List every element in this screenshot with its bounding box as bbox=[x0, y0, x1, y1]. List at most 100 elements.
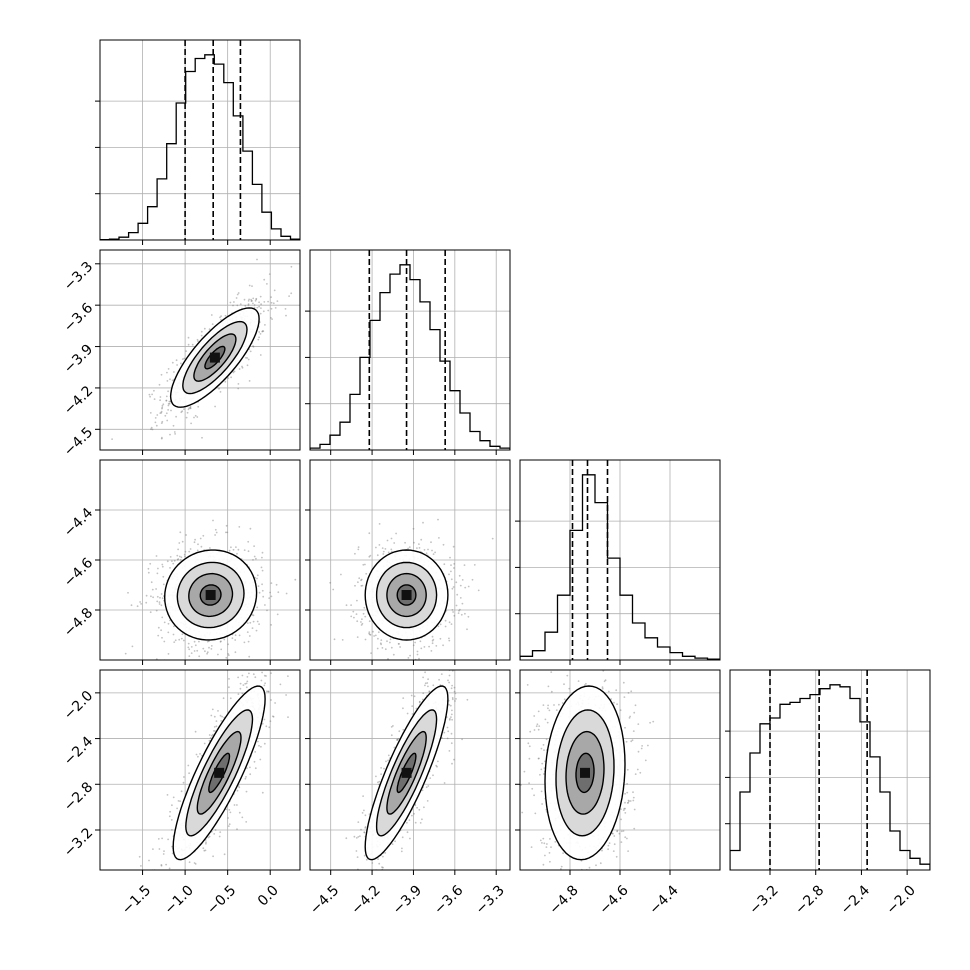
sample-point bbox=[176, 883, 178, 885]
sample-point bbox=[167, 402, 170, 405]
sample-point bbox=[461, 738, 463, 741]
sample-point bbox=[265, 675, 267, 677]
sample-point bbox=[279, 652, 281, 654]
sample-point bbox=[354, 584, 356, 587]
sample-point bbox=[418, 657, 420, 660]
sample-point bbox=[233, 804, 236, 806]
sample-point bbox=[483, 624, 485, 626]
sample-point bbox=[379, 642, 382, 645]
sample-point bbox=[623, 635, 625, 637]
sample-point bbox=[260, 745, 262, 748]
sample-point bbox=[172, 633, 175, 636]
sample-point bbox=[260, 566, 263, 569]
sample-point bbox=[460, 613, 463, 616]
sample-point bbox=[160, 437, 163, 440]
sample-point bbox=[343, 917, 345, 919]
sample-point bbox=[219, 714, 222, 717]
sample-point bbox=[186, 411, 189, 414]
sample-point bbox=[246, 364, 249, 367]
sample-point bbox=[191, 343, 194, 346]
sample-point bbox=[409, 654, 411, 657]
sample-point bbox=[181, 358, 184, 360]
sample-point bbox=[370, 652, 372, 654]
sample-point bbox=[263, 278, 266, 281]
sample-point bbox=[421, 698, 424, 701]
sample-point bbox=[451, 609, 454, 611]
sample-point bbox=[249, 350, 252, 353]
sample-point bbox=[385, 760, 387, 763]
sample-point bbox=[451, 698, 454, 701]
sample-point bbox=[466, 698, 469, 701]
sample-point bbox=[245, 790, 248, 793]
panel-frame bbox=[99, 39, 301, 241]
sample-point bbox=[344, 900, 346, 902]
sample-point bbox=[361, 618, 363, 621]
sample-point bbox=[169, 433, 171, 436]
sample-point bbox=[177, 548, 180, 551]
sample-point bbox=[333, 638, 336, 641]
sample-point bbox=[382, 855, 384, 858]
sample-point bbox=[206, 651, 209, 654]
sample-point bbox=[208, 640, 210, 643]
sample-point bbox=[241, 365, 243, 368]
sample-point bbox=[249, 621, 252, 624]
sample-point bbox=[255, 629, 258, 632]
sample-point bbox=[431, 635, 434, 638]
sample-point bbox=[228, 549, 231, 552]
sample-point bbox=[452, 545, 455, 548]
sample-point bbox=[175, 466, 177, 468]
sample-point bbox=[447, 679, 449, 682]
sample-point bbox=[602, 665, 604, 667]
sample-point bbox=[473, 564, 476, 566]
sample-point bbox=[294, 578, 297, 581]
sample-point bbox=[517, 798, 519, 800]
sample-point bbox=[236, 293, 239, 296]
sample-point bbox=[191, 872, 193, 874]
sample-point bbox=[160, 884, 162, 886]
sample-point bbox=[160, 629, 163, 632]
sample-point bbox=[175, 359, 178, 362]
sample-point bbox=[259, 758, 262, 761]
sample-point bbox=[161, 565, 164, 568]
sample-point bbox=[444, 619, 447, 622]
sample-point bbox=[208, 734, 211, 736]
sample-point bbox=[203, 742, 206, 745]
sample-point bbox=[238, 634, 241, 637]
sample-point bbox=[640, 747, 643, 750]
sample-point bbox=[381, 866, 383, 869]
sample-point bbox=[359, 835, 361, 837]
sample-point bbox=[419, 640, 422, 643]
sample-point bbox=[220, 640, 222, 643]
sample-point bbox=[161, 837, 164, 840]
sample-point bbox=[387, 754, 390, 757]
sample-point bbox=[360, 621, 362, 623]
sample-point bbox=[258, 665, 260, 667]
sample-point bbox=[454, 700, 456, 702]
sample-point bbox=[131, 645, 134, 648]
sample-point bbox=[243, 298, 246, 301]
sample-point bbox=[140, 865, 142, 867]
sample-point bbox=[359, 887, 361, 889]
sample-point bbox=[285, 694, 287, 696]
sample-point bbox=[414, 821, 417, 824]
sample-point bbox=[169, 810, 172, 813]
sample-point bbox=[247, 300, 250, 302]
sample-point bbox=[390, 646, 393, 649]
sample-point bbox=[274, 307, 277, 309]
sample-point bbox=[362, 612, 365, 615]
sample-point bbox=[448, 637, 450, 640]
sample-point bbox=[200, 334, 203, 337]
sample-point bbox=[451, 644, 453, 646]
sample-point bbox=[368, 620, 371, 623]
sample-point bbox=[159, 399, 162, 402]
y-tick-label: −4.2 bbox=[61, 383, 96, 418]
sample-point bbox=[414, 804, 417, 807]
sample-point bbox=[427, 678, 429, 681]
sample-point bbox=[431, 642, 434, 645]
sample-point bbox=[357, 546, 360, 548]
sample-point bbox=[241, 816, 244, 819]
sample-point bbox=[269, 720, 272, 723]
sample-point bbox=[183, 776, 185, 778]
sample-point bbox=[155, 609, 158, 612]
sample-point bbox=[420, 538, 423, 541]
